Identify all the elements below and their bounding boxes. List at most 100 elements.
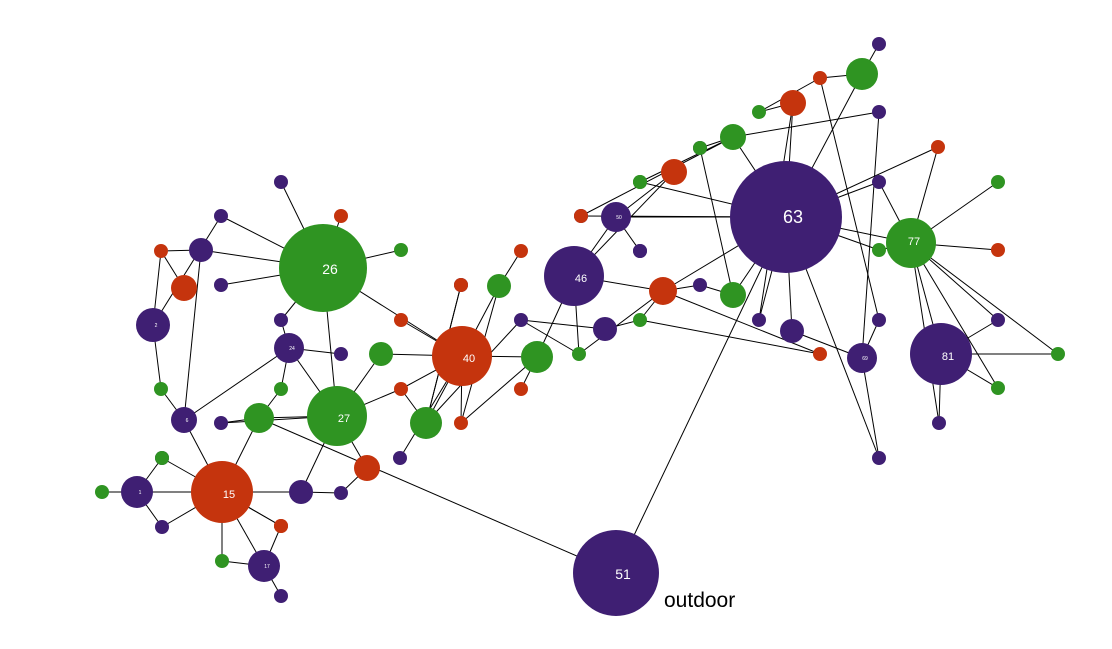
node-n62 [649,277,677,305]
node-circle [991,175,1005,189]
node-circle [215,554,229,568]
node-a26 [514,313,528,327]
edge-n62-a31 [578,290,664,355]
node-circle [95,485,109,499]
node-a55 [932,416,946,430]
node-a49 [693,141,707,155]
node-circle [872,313,886,327]
node-circle [171,275,197,301]
node-circle [334,209,348,223]
node-circle [693,141,707,155]
node-n69: 69 [847,343,877,373]
node-a10 [394,382,408,396]
node-circle [274,313,288,327]
node-a48 [872,105,886,119]
node-circle [155,451,169,465]
node-circle [752,105,766,119]
node-circle [274,519,288,533]
node-label: 81 [942,351,954,363]
edge-n49-a26 [520,319,606,330]
node-a47 [574,209,588,223]
node-a31 [572,347,586,361]
node-circle [693,278,707,292]
node-a11 [369,342,393,366]
node-circle [274,589,288,603]
node-a23 [394,313,408,327]
node-label: 63 [783,207,803,227]
node-n48 [720,282,746,308]
node-a46 [633,175,647,189]
edge-layer [102,43,1059,597]
node-n46: 46 [544,246,604,306]
node-a19 [215,554,229,568]
node-a5 [214,278,228,292]
node-n28 [289,480,313,504]
node-circle [872,175,886,189]
node-a25 [454,416,468,430]
node-circle [393,451,407,465]
node-circle [991,313,1005,327]
node-layer: 15 26 27 40 46 51 63 77 81 24 17 2 1 6 50 69 [95,37,1065,616]
node-circle [214,209,228,223]
node-a42 [813,347,827,361]
node-n86 [780,90,806,116]
node-n64 [780,319,804,343]
node-a44 [872,37,886,51]
node-circle [248,550,280,582]
node-circle [274,333,304,363]
node-a2 [334,209,348,223]
node-circle [1051,347,1065,361]
node-a4 [214,209,228,223]
node-label: 24 [289,346,295,352]
node-a9 [274,382,288,396]
node-n60 [633,313,647,327]
node-n39 [521,341,553,373]
node-a12 [214,416,228,430]
node-circle [601,202,631,232]
node-circle [289,480,313,504]
node-circle [780,319,804,343]
node-circle [991,381,1005,395]
node-n72 [410,407,442,439]
edge-n77-a57 [910,242,1059,355]
node-circle [454,278,468,292]
node-a52 [872,313,886,327]
node-circle [394,313,408,327]
node-label: 51 [615,566,631,582]
node-circle [154,382,168,396]
node-n49 [593,317,617,341]
node-circle [661,159,687,185]
node-circle [214,416,228,430]
node-n66 [244,403,274,433]
node-a39 [931,140,945,154]
node-circle [514,244,528,258]
node-circle [932,416,946,430]
node-n10 [189,238,213,262]
node-circle [487,274,511,298]
node-a35 [872,175,886,189]
node-label: 50 [616,215,622,221]
node-a54 [991,381,1005,395]
node-circle [649,277,677,305]
node-n82 [846,58,878,90]
node-a16 [95,485,109,499]
node-a30 [514,244,528,258]
edge-n63-n51 [615,216,787,574]
node-a21 [334,347,348,361]
node-circle [846,58,878,90]
node-a40 [872,451,886,465]
edge-n6-n24 [183,347,290,421]
node-label: 77 [908,236,920,248]
node-a3 [394,243,408,257]
node-label: 17 [264,564,270,570]
node-circle [574,209,588,223]
node-circle [872,37,886,51]
edge-n62-a42 [662,290,821,355]
node-n17: 17 [248,550,280,582]
node-n63: 63 [730,161,842,273]
edge-a26-a31 [520,319,580,355]
node-circle [155,520,169,534]
node-circle [573,530,659,616]
node-circle [572,347,586,361]
edge-n77-a54 [910,242,999,389]
